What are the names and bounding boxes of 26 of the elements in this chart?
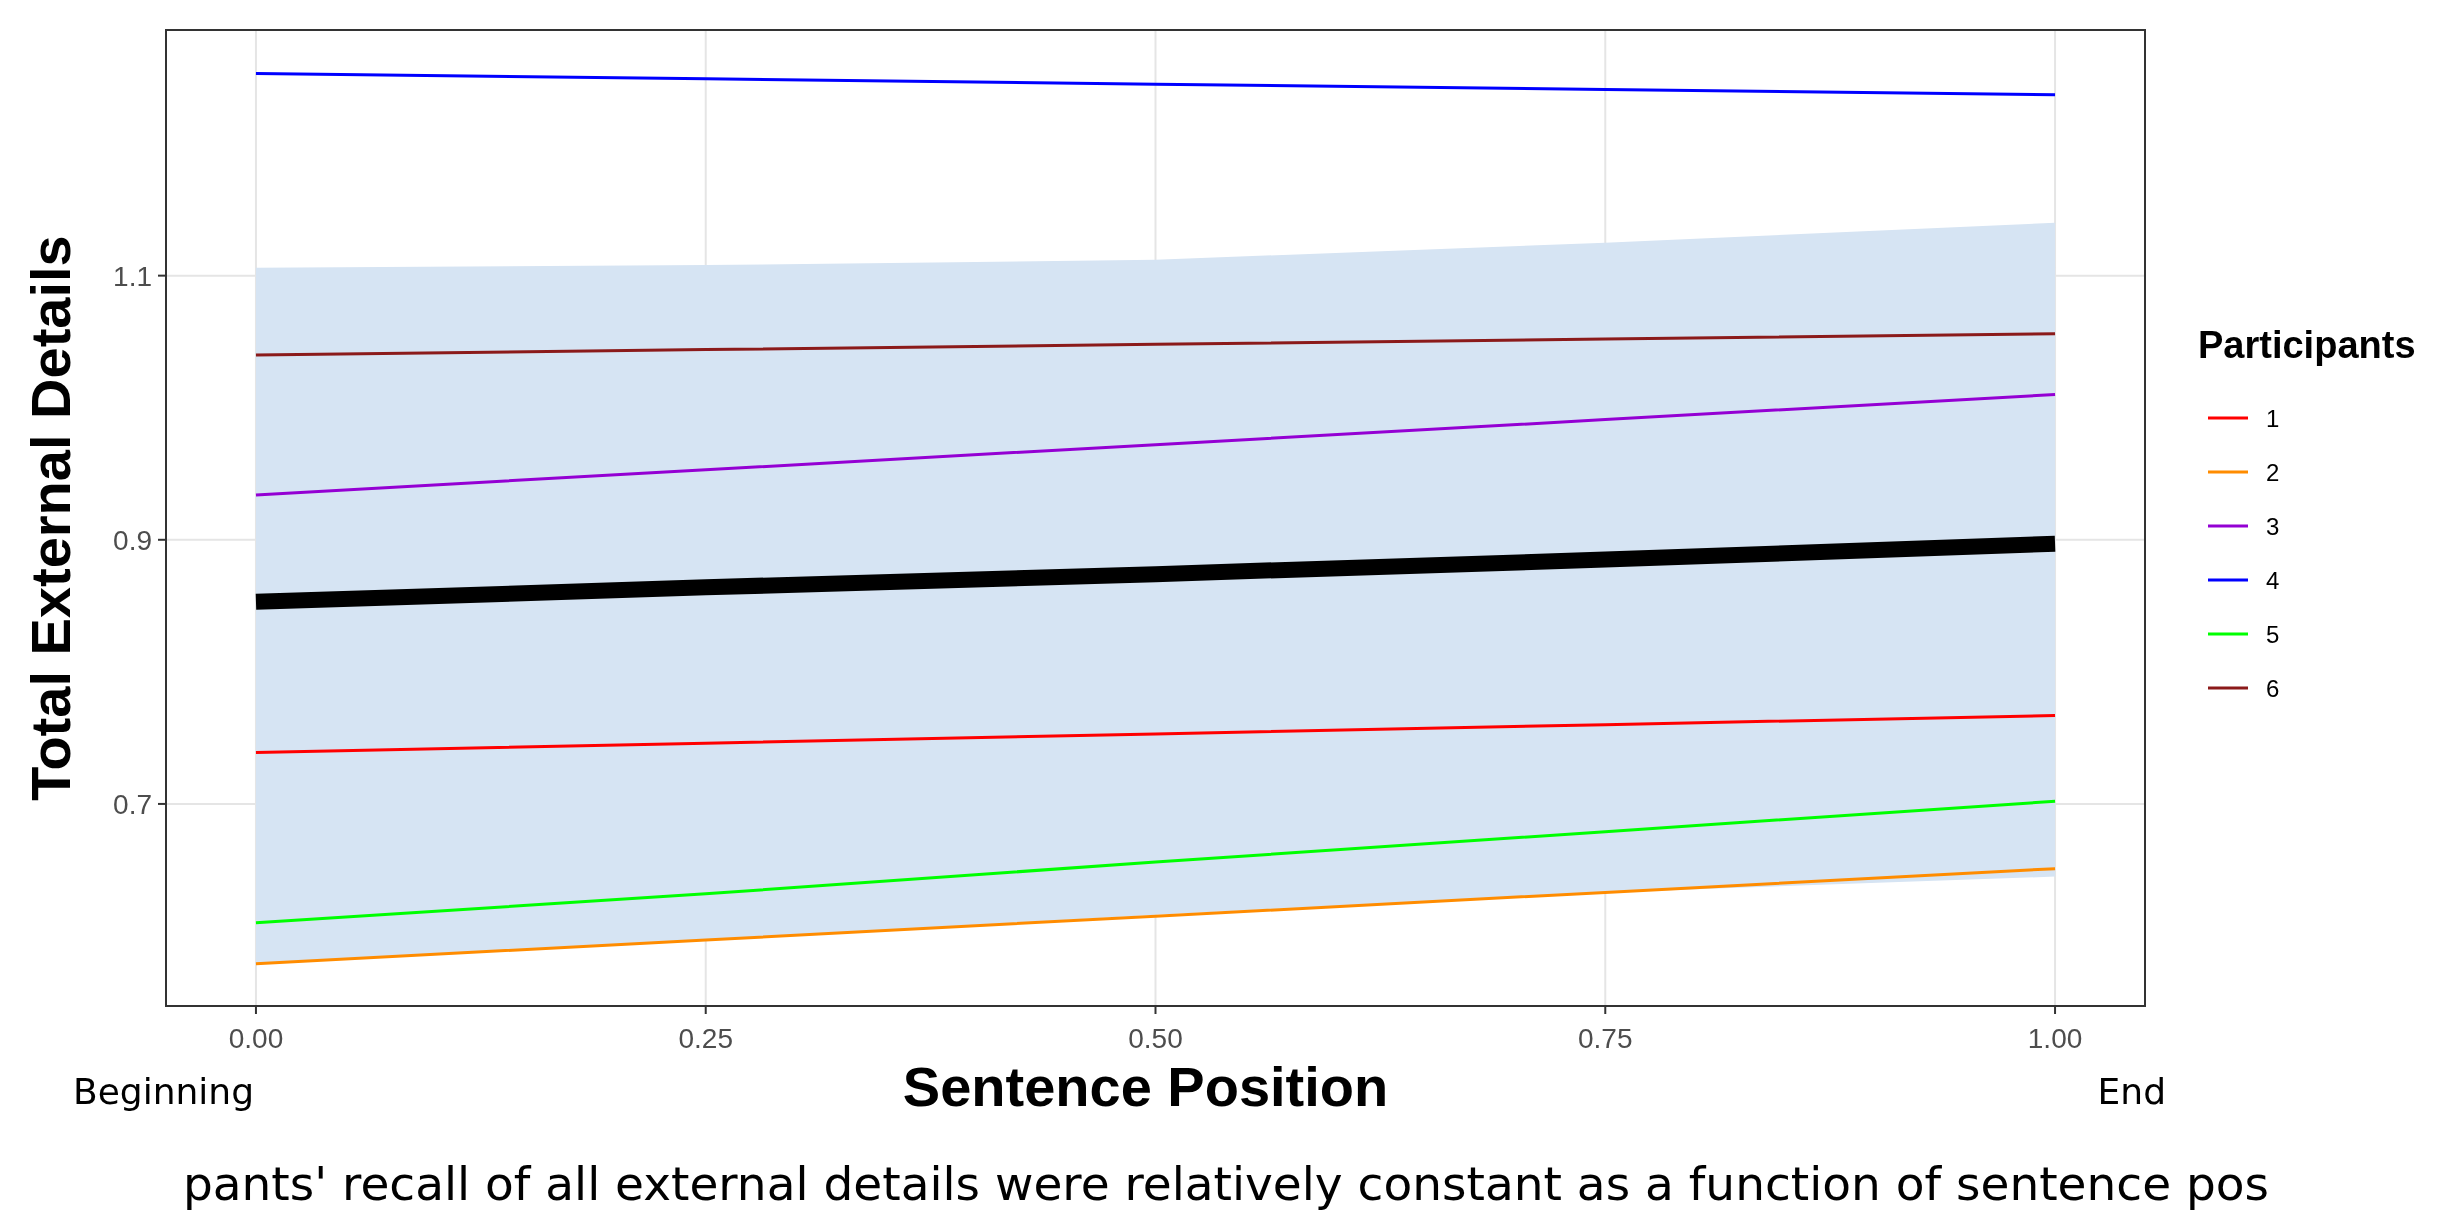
text: End (2097, 1071, 2166, 1112)
legend-label: 2 (2266, 459, 2280, 486)
text: pants' recall of all external details were relatively constant as a function of sentence pos (182, 1156, 2270, 1211)
x-tick-label: 0.25 (678, 1023, 733, 1054)
x-tick-label: 0.00 (228, 1023, 284, 1054)
legend-title: Participants (2198, 324, 2416, 366)
legend-label: 4 (2266, 567, 2280, 594)
line-series (254, 799, 2057, 925)
x-tick-label: 1.00 (2027, 1023, 2083, 1054)
y-tick-label: 1.1 (113, 260, 152, 292)
x-tick-label: 0.50 (1128, 1023, 1183, 1054)
legend-label: 5 (2266, 621, 2280, 648)
legend-label: 3 (2266, 513, 2280, 540)
x-tick-label: 0.75 (1578, 1023, 1633, 1054)
y-tick-label: 0.7 (113, 788, 152, 820)
legend-label: 6 (2266, 675, 2280, 702)
line-series (254, 393, 2057, 497)
line-series (254, 713, 2057, 754)
line-series (254, 867, 2057, 966)
x-axis-title: Sentence Position (902, 1055, 1389, 1118)
y-axis-title: Total External Details (19, 235, 82, 801)
line-series (254, 332, 2057, 357)
y-tick-label: 0.9 (113, 524, 152, 556)
legend-label: 1 (2266, 405, 2280, 432)
line-series (254, 72, 2057, 97)
text: Beginning (73, 1071, 255, 1112)
